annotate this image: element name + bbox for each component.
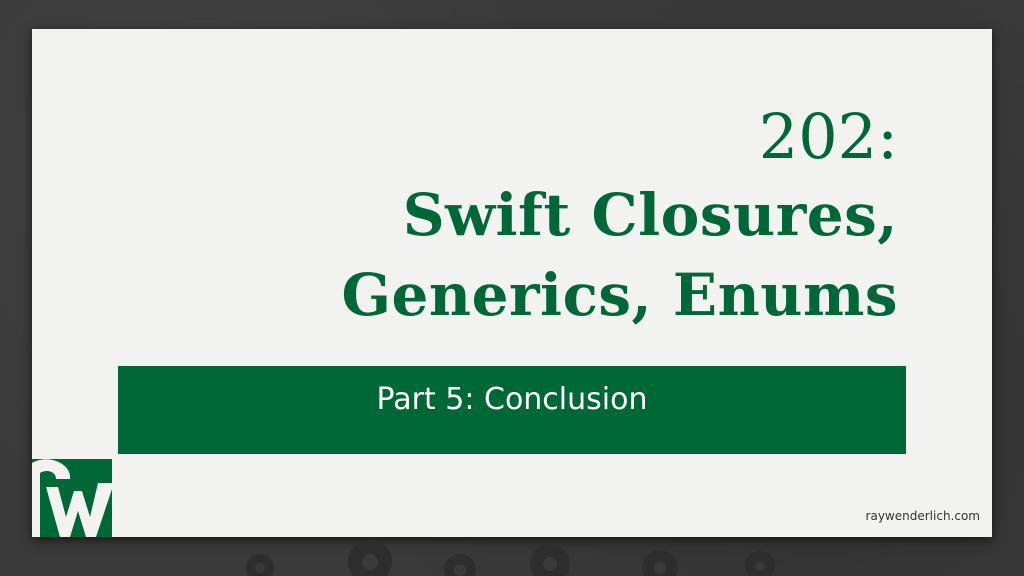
course-title-line-2: Generics, Enums bbox=[341, 261, 898, 329]
part-label: Part 5: Conclusion bbox=[376, 381, 648, 417]
course-title-line-1: Swift Closures, bbox=[402, 181, 898, 249]
gear-icon bbox=[246, 540, 775, 576]
slide-card: 202: Swift Closures, Generics, Enums Par… bbox=[32, 29, 992, 537]
part-banner: Part 5: Conclusion bbox=[118, 366, 906, 454]
title-block: 202: Swift Closures, Generics, Enums bbox=[341, 99, 898, 335]
site-url: raywenderlich.com bbox=[865, 509, 980, 523]
course-number: 202: bbox=[758, 100, 898, 173]
raywenderlich-logo-icon bbox=[32, 459, 112, 537]
